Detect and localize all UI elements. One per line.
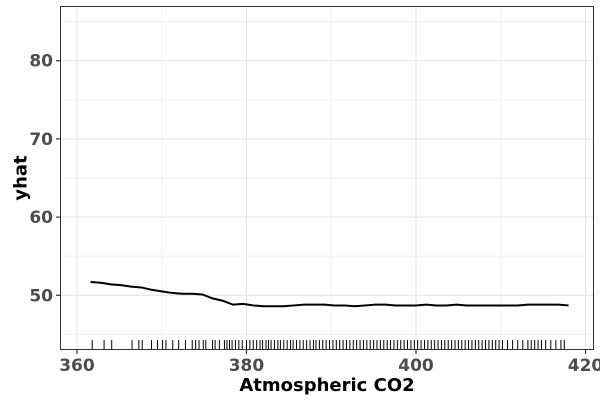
y-tick-label: 80 xyxy=(29,52,53,72)
y-tick-label: 50 xyxy=(29,286,53,306)
minor-gridlines xyxy=(60,6,594,350)
major-gridlines xyxy=(60,6,594,350)
rug-marks xyxy=(91,340,565,350)
y-tick-label: 60 xyxy=(29,208,53,228)
series-line xyxy=(90,280,569,308)
x-axis-ticks: 360 380 400 420 xyxy=(59,350,600,376)
y-axis-title: yhat xyxy=(10,155,31,201)
y-axis-ticks: 50 60 70 80 xyxy=(29,52,60,306)
panel-border xyxy=(60,6,594,350)
x-tick-label: 380 xyxy=(229,356,265,376)
x-tick-label: 400 xyxy=(398,356,434,376)
y-tick-label: 70 xyxy=(29,130,53,150)
x-axis-title: Atmospheric CO2 xyxy=(239,375,414,396)
x-tick-label: 360 xyxy=(59,356,95,376)
x-tick-label: 420 xyxy=(568,356,600,376)
